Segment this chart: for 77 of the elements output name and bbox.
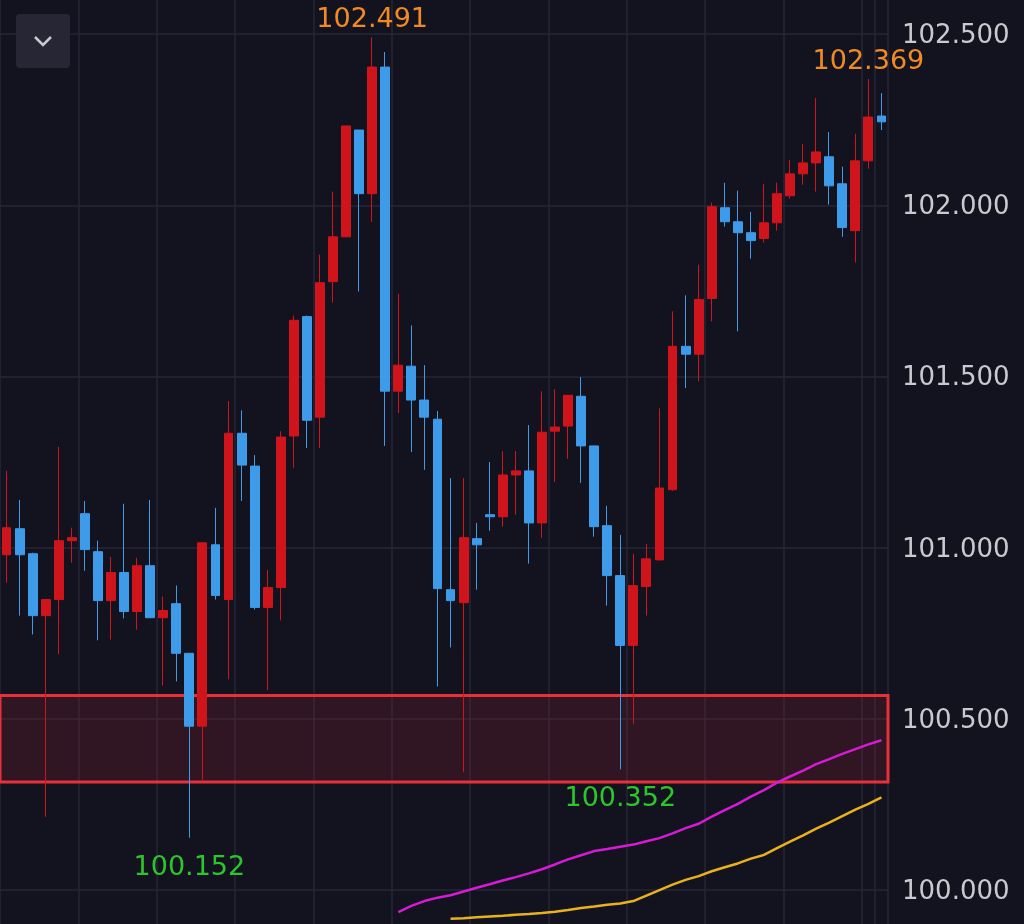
candlestick <box>2 470 11 584</box>
candlestick <box>524 424 534 565</box>
annotation: 102.491 <box>316 2 428 34</box>
candlestick <box>93 540 103 641</box>
y-tick-label: 100.500 <box>902 703 1010 734</box>
candlestick <box>772 182 782 232</box>
line-series <box>397 738 883 914</box>
annotation: 100.152 <box>133 849 246 881</box>
candlestick <box>54 446 64 655</box>
candlestick <box>655 407 664 562</box>
candlestick <box>485 461 495 532</box>
candlestick <box>472 522 482 591</box>
candlestick <box>615 534 625 770</box>
candlestick <box>785 159 795 200</box>
candlestick <box>380 51 390 447</box>
candlestick <box>184 652 194 839</box>
candlestick <box>668 310 677 492</box>
candlestick <box>158 595 168 686</box>
candlestick <box>759 183 769 244</box>
candlestick <box>289 315 299 469</box>
candlestick <box>328 191 338 304</box>
candlestick <box>263 569 273 691</box>
candlestick <box>824 131 834 206</box>
candlestick <box>641 543 651 617</box>
y-tick-label: 102.000 <box>902 190 1010 221</box>
candlestick <box>41 598 51 818</box>
candlestick <box>419 364 429 471</box>
candlestick <box>707 202 717 322</box>
candlestick <box>354 129 364 293</box>
candlestick <box>341 125 351 238</box>
candlestick <box>877 92 886 131</box>
candlestick <box>681 294 691 389</box>
candlestick <box>720 182 730 228</box>
candlestick <box>15 499 25 617</box>
y-tick-label: 101.000 <box>902 532 1010 563</box>
candlestick <box>602 505 612 607</box>
candlestick <box>80 500 90 572</box>
y-tick-label: 101.500 <box>902 361 1010 392</box>
candlestick <box>315 254 325 449</box>
candlestick <box>459 477 469 773</box>
candlestick <box>576 376 586 484</box>
candlestick <box>106 556 116 641</box>
candlestick <box>67 527 77 564</box>
y-tick-label: 100.000 <box>902 874 1010 905</box>
candlestick <box>550 388 560 483</box>
candlestick <box>811 97 821 193</box>
annotation: 100.352 <box>564 781 677 813</box>
candlestick <box>746 211 756 260</box>
candlestick <box>850 133 860 263</box>
candlestick <box>28 552 38 635</box>
candlestick <box>211 507 220 601</box>
candlestick <box>433 410 442 687</box>
candlestick <box>197 542 207 781</box>
candlestick <box>511 450 521 516</box>
candlestick <box>224 400 233 680</box>
candlestick <box>406 324 416 453</box>
candlestick <box>863 78 873 170</box>
candlestick <box>798 143 808 186</box>
candlestick <box>367 36 377 223</box>
candlestick <box>589 445 599 538</box>
candlestick <box>302 315 312 449</box>
candlestick <box>119 503 129 619</box>
candlestick <box>446 477 455 648</box>
candlestick <box>145 499 155 619</box>
candlestick <box>237 409 247 502</box>
candlestick <box>393 293 403 414</box>
candlestick <box>563 394 573 460</box>
candlestick <box>276 430 286 621</box>
candlestick <box>132 557 142 631</box>
candlestick <box>171 585 181 682</box>
candlestick <box>498 450 508 528</box>
candlestick <box>628 553 638 725</box>
candlestick <box>537 390 547 539</box>
candlestick <box>837 166 847 238</box>
candlestick <box>733 190 743 332</box>
candlestick <box>250 454 260 610</box>
candlestick <box>694 264 704 382</box>
